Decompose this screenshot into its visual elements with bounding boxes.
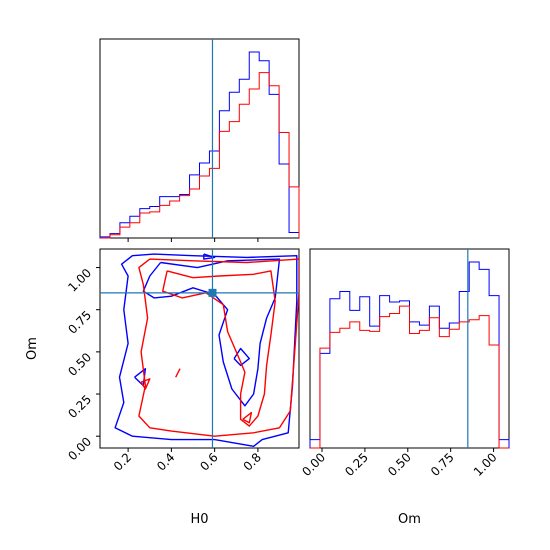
contour-lines — [114, 253, 299, 447]
contour-y-tick-label: 0.00 — [65, 434, 94, 463]
histogram-Om-x-tick-label: 0.50 — [385, 450, 414, 479]
histogram-Om-frame — [309, 248, 510, 449]
contour-line-blue — [233, 347, 251, 367]
contour-line-blue — [142, 258, 281, 407]
histogram-panel-H0 — [99, 38, 300, 242]
histogram-Om-x-tick-label: 0.00 — [299, 450, 328, 479]
histogram-Om-x-tick-label: 1.00 — [471, 450, 500, 479]
histogram-panel-Om: 0.00 0.25 0.50 0.75 1.00 — [299, 248, 510, 479]
contour-line-red — [242, 411, 253, 424]
contour-y-tick-label: 0.50 — [65, 350, 94, 379]
x-axis-title-H0: H0 — [190, 512, 208, 527]
contour-y-tick-label: 0.25 — [65, 392, 94, 421]
contour-x-tick-label: 0.4 — [154, 450, 177, 473]
histogram-Om-step-red — [310, 305, 509, 449]
truth-marker — [208, 288, 217, 297]
y-axis-title-Om: Om — [25, 337, 40, 360]
histogram-H0-step-blue — [99, 51, 300, 238]
histogram-H0-step-red — [100, 72, 300, 239]
contour-line-blue — [203, 253, 216, 260]
contour-panel-H0-Om: 0.2 0.4 0.6 0.8 0.00 0.25 0.50 0.75 1.00 — [65, 248, 300, 474]
contour-x-tick-label: 0.2 — [111, 450, 134, 473]
histogram-Om-x-tick-label: 0.75 — [428, 450, 457, 479]
contour-frame — [99, 248, 300, 449]
histogram-H0-frame — [99, 38, 300, 239]
contour-y-tick-label: 0.75 — [65, 308, 94, 337]
x-axis-title-Om: Om — [398, 512, 421, 527]
contour-x-tick-label: 0.8 — [241, 450, 264, 473]
contour-line-red — [161, 270, 276, 427]
contour-y-tick-label: 1.00 — [65, 266, 94, 295]
contour-line-blue — [114, 253, 298, 447]
contour-line-red — [175, 368, 181, 378]
histogram-Om-x-tick-label: 0.25 — [342, 450, 371, 479]
contour-line-red — [140, 378, 151, 390]
histogram-Om-step-blue — [309, 261, 510, 448]
contour-x-tick-label: 0.6 — [197, 450, 220, 473]
contour-line-red — [138, 258, 299, 437]
